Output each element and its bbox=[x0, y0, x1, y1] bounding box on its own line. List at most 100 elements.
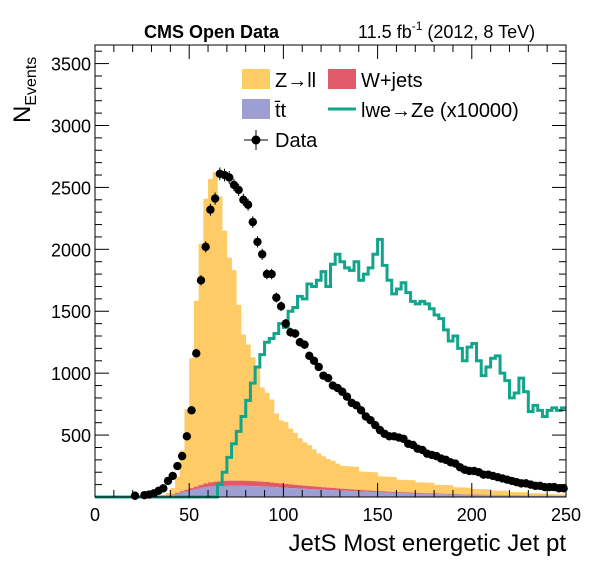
zll-bin bbox=[396, 479, 402, 493]
zll-bin bbox=[208, 179, 214, 483]
data-point bbox=[210, 192, 220, 205]
data-point bbox=[243, 198, 253, 211]
data-point bbox=[168, 471, 177, 481]
ttbar-bin bbox=[372, 492, 378, 497]
zll-bin bbox=[434, 484, 440, 494]
data-point bbox=[187, 406, 196, 415]
wjets-bin bbox=[297, 485, 303, 489]
legend: Z→ll W+jets t̄t lwe→Ze (x10000) Data bbox=[242, 69, 519, 152]
zll-bin bbox=[316, 453, 322, 487]
ttbar-bin bbox=[316, 489, 322, 497]
zll-bin bbox=[391, 477, 397, 492]
ttbar-bin bbox=[443, 494, 449, 497]
ttbar-bin bbox=[561, 495, 567, 497]
ttbar-bin bbox=[368, 491, 374, 497]
chart-header-right: 11.5 fb-1 (2012, 8 TeV) bbox=[358, 19, 535, 42]
wjets-bin bbox=[377, 491, 383, 493]
ttbar-bin bbox=[339, 490, 345, 497]
ttbar-bin bbox=[415, 493, 421, 497]
zll-bin bbox=[476, 489, 482, 495]
zll-bin bbox=[226, 257, 232, 481]
y-axis-title-main: N bbox=[9, 106, 36, 123]
data-point bbox=[225, 171, 234, 184]
data-point bbox=[159, 484, 168, 493]
ttbar-bin bbox=[452, 494, 458, 497]
ttbar-bin bbox=[250, 486, 256, 497]
wjets-bin bbox=[241, 480, 247, 486]
zll-bin bbox=[330, 460, 336, 488]
wjets-bin bbox=[438, 493, 444, 495]
legend-signal: lwe→Ze (x10000) bbox=[328, 100, 519, 122]
data-point bbox=[177, 451, 187, 461]
data-point bbox=[267, 268, 276, 280]
ttbar-bin bbox=[231, 485, 237, 497]
ttbar-bin bbox=[255, 486, 261, 497]
ttbar-bin bbox=[448, 494, 454, 497]
zll-bin bbox=[424, 482, 430, 494]
wjets-bin bbox=[419, 492, 425, 494]
wjets-bin bbox=[415, 492, 421, 494]
y-axis-title: NEvents bbox=[9, 57, 40, 123]
zll-bin bbox=[438, 484, 444, 494]
data-point bbox=[356, 406, 366, 415]
wjets-bin bbox=[448, 493, 454, 495]
ttbar-bin bbox=[302, 488, 308, 497]
ttbar-bin bbox=[311, 489, 317, 497]
legend-ttbar: t̄t bbox=[242, 99, 287, 122]
ttbar-bin bbox=[354, 491, 360, 497]
zll-bin bbox=[490, 490, 496, 495]
wjets-bin bbox=[208, 482, 214, 487]
wjets-bin bbox=[278, 483, 284, 488]
wjets-bin bbox=[429, 493, 435, 494]
x-tick-label: 0 bbox=[90, 505, 100, 525]
ttbar-bin bbox=[259, 486, 265, 497]
legend-signal-label: lwe→Ze (x10000) bbox=[361, 100, 519, 122]
zll-bin bbox=[264, 392, 270, 483]
zll-bin bbox=[556, 494, 562, 496]
ttbar-bin bbox=[471, 494, 477, 497]
ttbar-bin bbox=[438, 494, 444, 497]
wjets-bin bbox=[226, 480, 232, 486]
legend-data: Data bbox=[244, 130, 318, 152]
wjets-bin bbox=[424, 493, 430, 494]
wjets-bin bbox=[302, 485, 308, 489]
wjets-bin bbox=[179, 491, 185, 493]
zll-bin bbox=[495, 490, 501, 495]
zll-bin bbox=[500, 490, 506, 496]
ttbar-bin bbox=[330, 490, 336, 497]
legend-zll: Z→ll bbox=[242, 69, 316, 92]
wjets-bin bbox=[363, 490, 369, 492]
wjets-bin bbox=[259, 481, 265, 487]
ttbar-bin bbox=[283, 487, 289, 497]
zll-bin bbox=[419, 482, 425, 493]
data-point bbox=[276, 301, 286, 312]
ttbar-bin bbox=[217, 486, 223, 497]
signal-series-line bbox=[95, 237, 566, 499]
y-tick-label: 1500 bbox=[51, 302, 91, 322]
ttbar-bin bbox=[189, 490, 195, 497]
zll-bin bbox=[363, 471, 369, 491]
y-tick-label: 1000 bbox=[51, 364, 91, 384]
wjets-bin bbox=[311, 486, 317, 490]
zll-bin bbox=[509, 492, 515, 496]
y-tick-label: 3500 bbox=[51, 55, 91, 75]
zll-bin bbox=[321, 456, 327, 488]
ttbar-bin bbox=[222, 485, 228, 497]
wjets-bin bbox=[401, 492, 407, 494]
zll-bin bbox=[542, 493, 548, 496]
zll-bin bbox=[481, 489, 487, 495]
zll-bin bbox=[382, 476, 388, 492]
wjets-bin bbox=[255, 481, 261, 487]
zll-bin bbox=[467, 487, 473, 495]
data-point bbox=[314, 362, 323, 372]
ttbar-bin bbox=[344, 490, 350, 497]
wjets-bin bbox=[250, 481, 256, 487]
lumi-value: 11.5 fb bbox=[358, 22, 412, 42]
data-point bbox=[201, 241, 210, 253]
zll-bin bbox=[344, 466, 350, 490]
wjets-bin bbox=[189, 488, 195, 491]
ttbar-bin bbox=[514, 495, 520, 497]
zll-bin bbox=[175, 476, 181, 493]
ttbar-bin bbox=[226, 485, 232, 497]
data-point bbox=[234, 183, 243, 197]
